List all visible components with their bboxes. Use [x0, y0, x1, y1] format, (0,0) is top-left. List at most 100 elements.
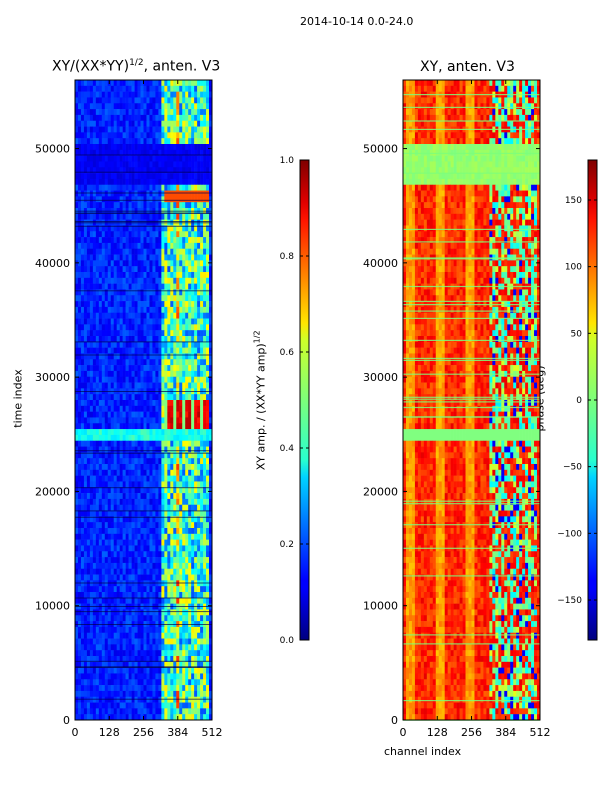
left-heatmap-cell: [98, 318, 103, 325]
left-heatmap-cell: [128, 667, 132, 674]
left-heatmap-cell: [209, 609, 213, 616]
left-heatmap-cell: [191, 679, 195, 686]
left-heatmap-cell: [122, 557, 126, 564]
left-heatmap-cell: [95, 196, 100, 203]
left-heatmap-cell: [128, 242, 132, 250]
left-heatmap-cell: [176, 266, 180, 273]
left-heatmap-cell: [173, 673, 177, 680]
left-heatmap-cell: [182, 626, 186, 634]
left-heatmap-cell: [143, 504, 147, 511]
left-heatmap-cell: [158, 498, 162, 506]
left-heatmap-cell: [98, 586, 103, 593]
left-heatmap-cell: [92, 231, 97, 238]
left-heatmap-cell: [173, 114, 177, 122]
left-heatmap-cell: [86, 289, 91, 296]
left-heatmap-cell: [98, 533, 103, 540]
left-heatmap-cell: [209, 330, 213, 337]
left-heatmap-cell: [161, 149, 165, 156]
left-heatmap-cell: [125, 103, 129, 110]
left-heatmap-cell: [140, 225, 144, 232]
left-heatmap-cell: [107, 376, 112, 383]
left-heatmap-cell: [203, 458, 207, 465]
left-heatmap-cell: [119, 370, 123, 378]
left-heatmap-cell: [80, 85, 85, 92]
left-heatmap-cell: [140, 545, 144, 552]
left-heatmap-cell: [125, 341, 129, 348]
left-heatmap-cell: [146, 190, 150, 197]
left-heatmap-cell: [119, 475, 123, 482]
left-heatmap-cell: [149, 254, 153, 261]
left-heatmap-cell: [161, 702, 165, 709]
left-heatmap-cell: [75, 231, 79, 238]
left-heatmap-cell: [80, 533, 85, 540]
left-heatmap-cell: [194, 295, 198, 302]
left-heatmap-cell: [134, 312, 138, 319]
left-heatmap-cell: [86, 708, 91, 715]
left-heatmap-cell: [161, 626, 165, 634]
left-heatmap-cell: [119, 318, 123, 325]
left-heatmap-cell: [77, 638, 82, 645]
left-heatmap-cell: [149, 562, 153, 570]
left-heatmap-cell: [128, 359, 132, 366]
left-heatmap-cell: [83, 632, 88, 639]
left-heatmap-cell: [134, 446, 138, 453]
left-heatmap-cell: [101, 615, 106, 622]
left-heatmap-cell: [137, 184, 141, 191]
left-heatmap-cell: [110, 365, 115, 372]
left-heatmap-cell: [191, 138, 195, 145]
left-heatmap-cell: [209, 312, 213, 319]
left-heatmap-cell: [80, 498, 85, 506]
left-heatmap-cell: [89, 132, 94, 139]
left-heatmap-cell: [86, 568, 91, 575]
left-heatmap-cell: [113, 132, 117, 139]
left-heatmap-cell: [75, 510, 79, 517]
left-heatmap-cell: [176, 539, 180, 546]
left-heatmap-cell: [95, 306, 100, 314]
left-heatmap-cell: [191, 80, 195, 87]
left-heatmap-cell: [179, 184, 183, 191]
left-heatmap-cell: [75, 417, 79, 424]
left-heatmap-cell: [167, 638, 171, 645]
left-heatmap-cell: [161, 144, 165, 151]
left-heatmap-cell: [152, 295, 156, 302]
left-heatmap-cell: [107, 475, 112, 482]
left-heatmap-cell: [176, 277, 180, 284]
left-heatmap-cell: [75, 481, 79, 488]
left-heatmap-cell: [104, 609, 109, 616]
left-heatmap-cell: [92, 516, 97, 523]
left-heatmap-cell: [75, 516, 79, 523]
left-heatmap-cell: [143, 475, 147, 482]
left-heatmap-cell: [176, 97, 180, 104]
left-heatmap-cell: [119, 586, 123, 593]
left-heatmap-cell: [122, 446, 126, 453]
left-heatmap-cell: [164, 330, 168, 337]
left-heatmap-cell: [98, 237, 103, 244]
left-heatmap-cell: [209, 184, 213, 191]
left-heatmap-cell: [170, 423, 174, 430]
left-heatmap-cell: [158, 318, 162, 325]
left-heatmap-cell: [77, 464, 82, 471]
left-heatmap-cell: [89, 266, 94, 273]
left-heatmap-cell: [128, 114, 132, 122]
left-heatmap-cell: [176, 516, 180, 523]
left-heatmap-cell: [104, 231, 109, 238]
left-heatmap-cell: [110, 97, 115, 104]
left-heatmap-cell: [86, 632, 91, 639]
left-heatmap-cell: [125, 528, 129, 535]
left-heatmap-cell: [206, 679, 210, 686]
left-heatmap-cell: [131, 382, 135, 389]
left-heatmap-cell: [113, 446, 117, 453]
left-heatmap-cell: [206, 487, 210, 494]
left-heatmap-cell: [137, 661, 141, 668]
left-heatmap-cell: [191, 266, 195, 273]
left-heatmap-cell: [164, 679, 168, 686]
left-heatmap-cell: [107, 132, 112, 139]
left-heatmap-cell: [75, 120, 79, 127]
left-heatmap-cell: [89, 370, 94, 378]
left-heatmap-cell: [206, 434, 210, 442]
left-heatmap-cell: [110, 557, 115, 564]
left-heatmap-cell: [104, 365, 109, 372]
left-heatmap-cell: [95, 295, 100, 302]
left-heatmap-cell: [206, 353, 210, 360]
left-heatmap-cell: [188, 190, 192, 197]
